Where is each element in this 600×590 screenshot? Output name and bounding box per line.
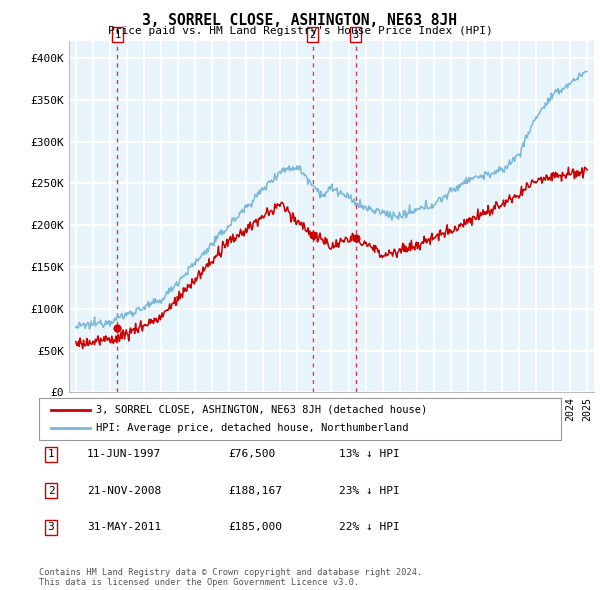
Text: 1: 1 bbox=[114, 30, 121, 40]
Point bbox=[113, 324, 122, 333]
Point bbox=[351, 233, 361, 242]
Text: 23% ↓ HPI: 23% ↓ HPI bbox=[339, 486, 400, 496]
Text: £76,500: £76,500 bbox=[228, 450, 275, 459]
Text: 21-NOV-2008: 21-NOV-2008 bbox=[87, 486, 161, 496]
Text: £185,000: £185,000 bbox=[228, 523, 282, 532]
Text: 31-MAY-2011: 31-MAY-2011 bbox=[87, 523, 161, 532]
Text: 22% ↓ HPI: 22% ↓ HPI bbox=[339, 523, 400, 532]
Text: Price paid vs. HM Land Registry's House Price Index (HPI): Price paid vs. HM Land Registry's House … bbox=[107, 26, 493, 36]
Text: 2: 2 bbox=[47, 486, 55, 496]
Text: 13% ↓ HPI: 13% ↓ HPI bbox=[339, 450, 400, 459]
Text: 3, SORREL CLOSE, ASHINGTON, NE63 8JH: 3, SORREL CLOSE, ASHINGTON, NE63 8JH bbox=[143, 13, 458, 28]
Text: Contains HM Land Registry data © Crown copyright and database right 2024.
This d: Contains HM Land Registry data © Crown c… bbox=[39, 568, 422, 587]
Text: 3, SORREL CLOSE, ASHINGTON, NE63 8JH (detached house): 3, SORREL CLOSE, ASHINGTON, NE63 8JH (de… bbox=[96, 405, 427, 415]
Text: 1: 1 bbox=[47, 450, 55, 459]
Text: 11-JUN-1997: 11-JUN-1997 bbox=[87, 450, 161, 459]
Text: HPI: Average price, detached house, Northumberland: HPI: Average price, detached house, Nort… bbox=[96, 423, 409, 433]
Text: 2: 2 bbox=[310, 30, 316, 40]
Point bbox=[308, 230, 317, 240]
Text: £188,167: £188,167 bbox=[228, 486, 282, 496]
Text: 3: 3 bbox=[47, 523, 55, 532]
Text: 3: 3 bbox=[352, 30, 359, 40]
